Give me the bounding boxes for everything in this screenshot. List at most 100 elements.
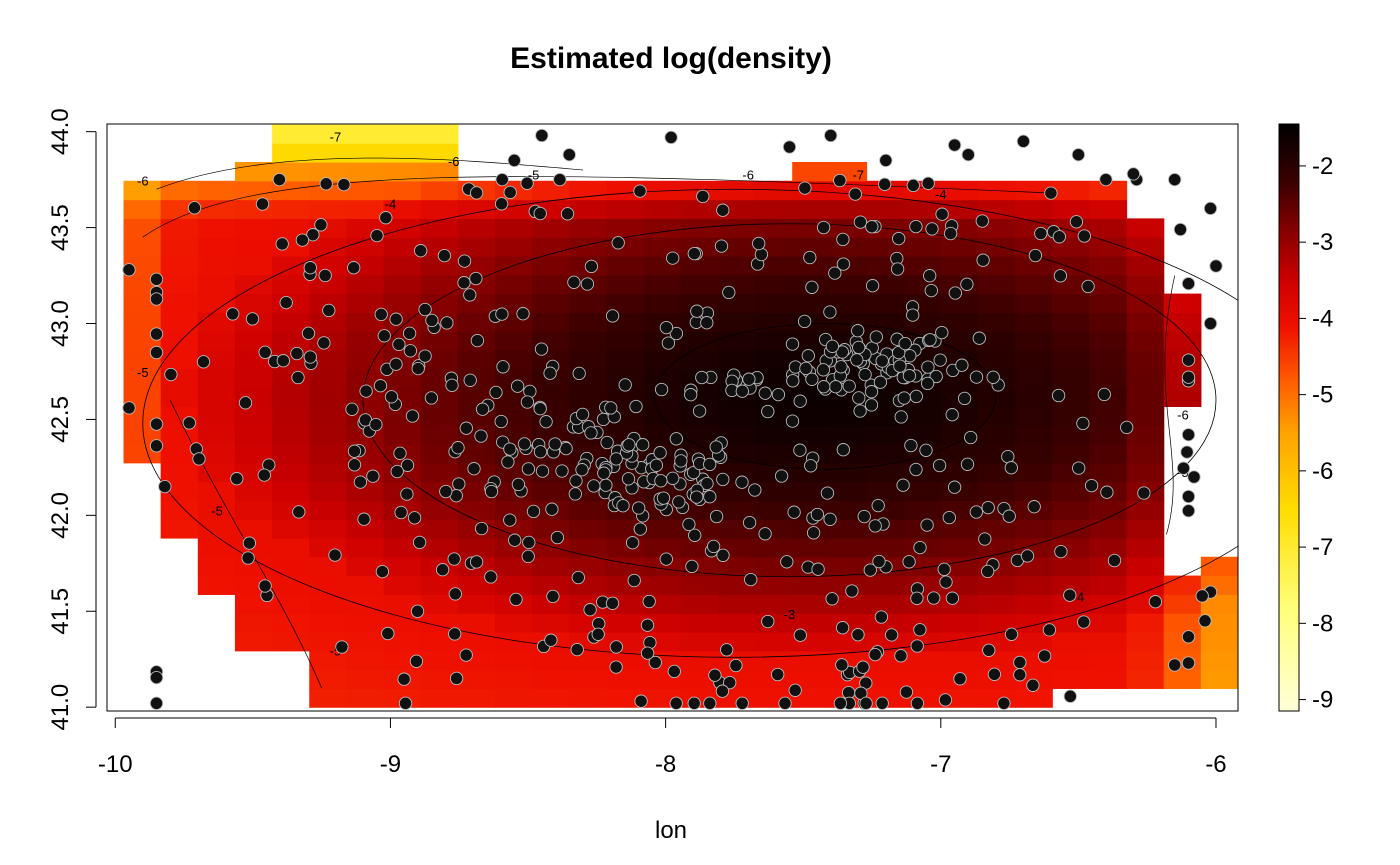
heatmap-cell: [717, 594, 756, 614]
data-point: [567, 275, 581, 289]
heatmap-cell: [1163, 575, 1202, 595]
contour-line: [362, 223, 1217, 578]
heatmap-cell: [457, 199, 496, 219]
data-point: [850, 353, 864, 367]
heatmap-cell: [309, 124, 348, 125]
heatmap-cell: [569, 519, 608, 539]
heatmap-cell: [717, 237, 756, 257]
data-point: [897, 391, 911, 405]
data-point: [1195, 589, 1209, 603]
heatmap-cell: [1089, 631, 1128, 652]
heatmap-cell: [532, 237, 570, 257]
data-point: [909, 389, 923, 404]
data-point: [560, 207, 575, 221]
data-point: [389, 357, 403, 371]
data-point: [597, 466, 611, 480]
heatmap-cell: [643, 575, 682, 595]
data-point: [533, 206, 547, 221]
data-point: [955, 358, 969, 372]
data-point: [929, 369, 943, 384]
data-point: [149, 670, 164, 685]
data-point: [872, 554, 886, 569]
data-point: [384, 390, 399, 404]
data-point: [520, 176, 534, 190]
heatmap-cell: [383, 180, 422, 201]
heatmap-cell: [680, 594, 719, 614]
heatmap-cell: [755, 293, 793, 313]
data-point: [414, 244, 428, 258]
chart-title: Estimated log(density): [510, 42, 832, 75]
data-point: [723, 675, 737, 690]
heatmap-cell: [272, 387, 310, 407]
data-point: [656, 491, 671, 505]
data-point: [684, 388, 698, 402]
heatmap-cell: [606, 613, 645, 633]
data-point: [149, 327, 164, 341]
heatmap-cell: [197, 425, 236, 445]
data-point: [793, 394, 807, 408]
data-point: [896, 478, 910, 492]
data-point: [836, 257, 851, 271]
heatmap-cell: [1089, 443, 1128, 464]
data-point: [788, 683, 802, 697]
heatmap-cell: [272, 199, 310, 219]
data-point: [1181, 489, 1196, 504]
data-point: [609, 660, 623, 674]
heatmap-cell: [532, 556, 570, 577]
data-point: [906, 308, 920, 322]
data-point: [149, 439, 164, 453]
heatmap-cell: [1052, 631, 1090, 652]
data-point: [192, 452, 206, 466]
data-point: [648, 655, 662, 670]
density-heatmap: [123, 124, 1238, 708]
data-point: [982, 643, 996, 657]
data-point: [182, 416, 196, 430]
heatmap-cell: [532, 218, 570, 238]
data-point: [629, 399, 643, 414]
data-point: [1069, 215, 1084, 229]
heatmap-cell: [1126, 631, 1165, 652]
heatmap-cell: [1126, 312, 1165, 332]
data-point: [448, 587, 462, 601]
heatmap-cell: [1126, 462, 1165, 483]
heatmap-cell: [1052, 500, 1090, 520]
data-point: [122, 401, 136, 415]
data-point: [716, 472, 730, 487]
data-point: [893, 359, 907, 373]
data-point: [981, 564, 995, 579]
heatmap-cell: [1200, 650, 1238, 671]
data-point: [920, 518, 934, 532]
heatmap-cell: [495, 331, 533, 351]
data-point: [535, 464, 550, 478]
data-point: [969, 370, 984, 384]
data-point: [389, 312, 403, 326]
data-point: [520, 395, 535, 409]
data-point: [411, 361, 425, 376]
heatmap-cell: [829, 500, 868, 520]
heatmap-cell: [532, 594, 570, 614]
heatmap-cell: [1015, 443, 1053, 464]
heatmap-cell: [1163, 613, 1202, 633]
heatmap-cell: [1015, 406, 1053, 426]
heatmap-cell: [680, 650, 719, 671]
heatmap-cell: [717, 255, 756, 276]
data-point: [533, 402, 547, 416]
heatmap-cell: [717, 218, 756, 238]
data-point: [688, 528, 702, 542]
data-point: [833, 173, 847, 188]
heatmap-cell: [420, 331, 459, 351]
heatmap-cell: [234, 519, 273, 539]
data-point: [669, 432, 683, 446]
data-point: [758, 386, 772, 400]
heatmap-cell: [346, 180, 385, 201]
data-point: [669, 696, 683, 710]
data-point: [659, 320, 674, 335]
heatmap-cell: [755, 500, 793, 520]
heatmap-cell: [532, 650, 570, 671]
heatmap-cell: [272, 462, 310, 483]
data-point: [301, 326, 316, 340]
heatmap-cell: [755, 575, 793, 595]
data-point: [853, 404, 867, 418]
heatmap-cell: [309, 349, 348, 370]
heatmap-cell: [1126, 650, 1165, 671]
